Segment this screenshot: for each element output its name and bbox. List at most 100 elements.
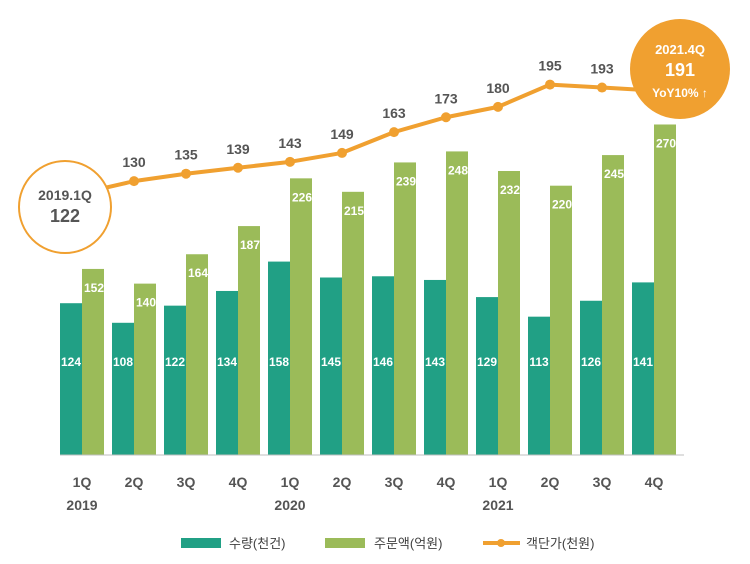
legend-swatch-quantity xyxy=(181,538,221,548)
unit-price-label: 173 xyxy=(434,90,458,106)
bar-order-amount xyxy=(238,226,260,455)
bar-quantity xyxy=(216,290,238,455)
unit-price-label: 163 xyxy=(382,105,406,121)
x-tick-label: 4Q xyxy=(229,474,248,490)
unit-price-point xyxy=(285,156,295,167)
bar-quantity-label: 126 xyxy=(581,355,601,369)
bar-order-amount xyxy=(134,283,156,455)
bar-order-amount-label: 215 xyxy=(344,204,364,218)
bar-quantity xyxy=(372,276,394,455)
bar-order-amount xyxy=(342,191,364,455)
bar-order-amount-label: 270 xyxy=(656,136,676,150)
bar-quantity-label: 113 xyxy=(529,355,549,369)
bar-order-amount xyxy=(602,155,624,455)
unit-price-point xyxy=(389,127,399,138)
bar-quantity xyxy=(320,277,342,455)
bar-order-amount-label: 152 xyxy=(84,281,104,295)
legend-label-unit-price: 객단가(천원) xyxy=(526,536,594,551)
x-tick-label: 4Q xyxy=(437,474,456,490)
bar-quantity xyxy=(424,279,446,455)
legend-marker-unit-price xyxy=(497,539,505,547)
year-labels: 2019 2020 2021 xyxy=(66,497,513,513)
bar-quantity-label: 129 xyxy=(477,355,497,369)
unit-price-label: 193 xyxy=(590,61,614,77)
x-tick-label: 1Q xyxy=(489,474,508,490)
quantity-bars: 124 108 122 134 158 145 146 143 129 113 126 141 xyxy=(60,261,654,455)
x-tick-label: 2Q xyxy=(541,474,560,490)
unit-price-label: 135 xyxy=(174,147,198,163)
unit-price-point xyxy=(545,79,555,90)
unit-price-point xyxy=(233,162,243,173)
bar-order-amount-label: 226 xyxy=(292,190,312,204)
unit-price-label: 139 xyxy=(226,141,250,157)
bar-quantity-label: 141 xyxy=(633,355,653,369)
year-label: 2021 xyxy=(482,497,513,513)
x-tick-label: 3Q xyxy=(177,474,196,490)
unit-price-label: 180 xyxy=(486,80,510,96)
bar-quantity-label: 124 xyxy=(61,355,81,369)
unit-price-point xyxy=(181,168,191,179)
unit-price-label: 195 xyxy=(538,58,562,74)
unit-price-label: 130 xyxy=(122,154,146,170)
bar-order-amount-label: 248 xyxy=(448,163,468,177)
unit-price-label: 143 xyxy=(278,135,302,151)
x-tick-labels: 1Q 2Q 3Q 4Q 1Q 2Q 3Q 4Q 1Q 2Q 3Q 4Q xyxy=(73,474,664,490)
bar-order-amount xyxy=(550,185,572,456)
legend-swatch-order-amount xyxy=(325,538,365,548)
bar-order-amount-label: 164 xyxy=(188,266,208,280)
end-callout-period: 2021.4Q xyxy=(655,42,705,57)
start-callout-period: 2019.1Q xyxy=(38,187,92,203)
bar-quantity-label: 122 xyxy=(165,355,185,369)
unit-price-point xyxy=(493,101,503,112)
bar-quantity xyxy=(632,282,654,455)
bar-order-amount xyxy=(446,151,468,455)
x-tick-label: 3Q xyxy=(385,474,404,490)
unit-price-line: 130 135 139 143 149 163 173 180 195 193 xyxy=(81,58,655,195)
unit-price-label: 149 xyxy=(330,126,354,142)
bar-quantity xyxy=(476,297,498,455)
x-tick-label: 2Q xyxy=(333,474,352,490)
unit-price-line-path xyxy=(81,82,655,195)
year-label: 2019 xyxy=(66,497,97,513)
unit-price-point xyxy=(337,147,347,158)
start-callout-circle xyxy=(18,160,112,254)
x-tick-label: 2Q xyxy=(125,474,144,490)
x-tick-label: 3Q xyxy=(593,474,612,490)
unit-price-point xyxy=(597,82,607,93)
bar-quantity-label: 134 xyxy=(217,355,237,369)
bar-quantity-label: 145 xyxy=(321,355,341,369)
end-callout-circle xyxy=(630,19,730,119)
x-tick-label: 4Q xyxy=(645,474,664,490)
legend: 수량(천건) 주문액(억원) 객단가(천원) xyxy=(181,536,594,551)
bar-order-amount-label: 220 xyxy=(552,198,572,212)
order-amount-bars: 152 140 164 187 226 215 239 248 232 220 245 270 xyxy=(82,124,676,456)
bar-order-amount-label: 245 xyxy=(604,167,624,181)
bar-quantity xyxy=(580,300,602,455)
bar-order-amount xyxy=(290,178,312,455)
end-callout: 2021.4Q 191 YoY10% ↑ xyxy=(630,19,730,119)
legend-label-quantity: 수량(천건) xyxy=(229,536,286,551)
bar-quantity xyxy=(60,303,82,455)
bar-order-amount xyxy=(82,268,104,455)
bar-quantity xyxy=(164,305,186,455)
bar-quantity xyxy=(268,261,290,455)
x-tick-label: 1Q xyxy=(281,474,300,490)
unit-price-point xyxy=(441,112,451,123)
legend-label-order-amount: 주문액(억원) xyxy=(374,536,442,551)
bar-order-amount xyxy=(498,171,520,455)
bar-order-amount-label: 232 xyxy=(500,183,520,197)
bar-quantity-label: 143 xyxy=(425,355,445,369)
year-label: 2020 xyxy=(274,497,305,513)
bar-order-amount xyxy=(186,254,208,455)
bar-quantity-label: 146 xyxy=(373,355,393,369)
bar-quantity-label: 108 xyxy=(113,355,133,369)
bar-order-amount xyxy=(394,162,416,455)
bar-order-amount xyxy=(654,124,676,455)
end-callout-value: 191 xyxy=(665,60,695,80)
start-callout-value: 122 xyxy=(50,206,80,226)
bar-quantity xyxy=(528,316,550,455)
x-tick-label: 1Q xyxy=(73,474,92,490)
start-callout: 2019.1Q 122 xyxy=(18,160,112,254)
unit-price-point xyxy=(129,176,139,187)
